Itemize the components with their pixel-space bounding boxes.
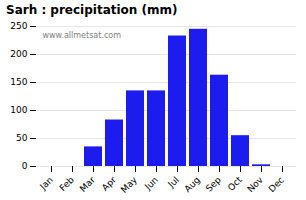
svg-text:Jun: Jun bbox=[142, 175, 160, 193]
svg-text:May: May bbox=[119, 174, 140, 195]
svg-text:Jan: Jan bbox=[37, 175, 55, 193]
svg-text:0: 0 bbox=[22, 161, 28, 171]
svg-text:200: 200 bbox=[10, 49, 27, 59]
svg-text:Nov: Nov bbox=[245, 174, 265, 194]
svg-text:Mar: Mar bbox=[78, 174, 97, 193]
svg-text:Feb: Feb bbox=[58, 175, 77, 194]
svg-text:250: 250 bbox=[10, 21, 27, 31]
svg-text:Dec: Dec bbox=[267, 175, 286, 194]
html-text:Sarh : precipitation (mm): Sarh : precipitation (mm) bbox=[6, 3, 178, 17]
svg-text:150: 150 bbox=[10, 77, 27, 87]
svg-text:50: 50 bbox=[16, 133, 28, 143]
svg-text:Jul: Jul bbox=[165, 175, 180, 190]
svg-text:Aug: Aug bbox=[182, 175, 202, 195]
svg-text:100: 100 bbox=[10, 105, 27, 115]
svg-text:Apr: Apr bbox=[100, 175, 118, 193]
svg-text:Sep: Sep bbox=[204, 175, 223, 194]
svg-text:www.allmetsat.com: www.allmetsat.com bbox=[43, 31, 122, 40]
svg-text:Oct: Oct bbox=[226, 174, 244, 192]
